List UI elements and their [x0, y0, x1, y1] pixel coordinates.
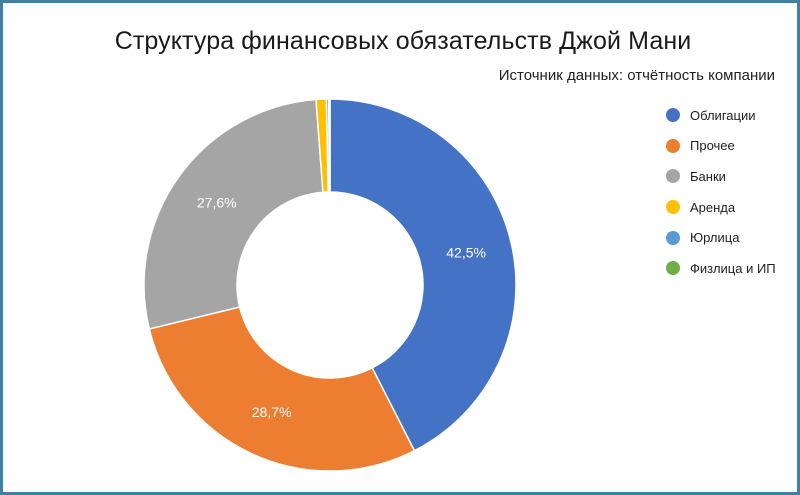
legend-swatch: [666, 138, 680, 153]
slice-3: [143, 98, 324, 330]
donut-chart: 42,5% 28,7% 27,6%: [143, 98, 517, 472]
legend-item-6: Физлица и ИП: [666, 253, 776, 284]
slice-1: [329, 98, 517, 452]
legend-swatch: [666, 261, 680, 276]
legend-item-2: Прочее: [666, 131, 776, 162]
legend-label: Банки: [690, 168, 726, 184]
legend-swatch: [666, 169, 680, 184]
legend-label: Прочее: [690, 138, 735, 154]
legend-item-1: Облигации: [666, 100, 776, 131]
legend-swatch: [666, 230, 680, 245]
legend-item-4: Аренда: [666, 192, 776, 223]
slice-6: [328, 98, 331, 193]
slice-label-2: 28,7%: [252, 404, 292, 420]
legend-label: Юрлица: [690, 230, 740, 246]
legend-label: Облигации: [690, 107, 756, 123]
legend-swatch: [666, 200, 680, 215]
chart-subtitle: Источник данных: отчётность компании: [498, 67, 775, 84]
legend-item-5: Юрлица: [666, 222, 776, 253]
legend-label: Физлица и ИП: [690, 260, 776, 276]
slice-label-1: 42,5%: [446, 244, 486, 260]
chart-legend: Облигации Прочее Банки Аренда Юрлица Физлица …: [666, 100, 776, 284]
legend-swatch: [666, 108, 680, 123]
chart-title: Структура финансовых обязательств Джой М…: [114, 27, 692, 55]
slice-label-3: 27,6%: [197, 195, 237, 211]
legend-label: Аренда: [690, 199, 736, 215]
slice-2: [148, 306, 416, 472]
legend-item-3: Банки: [666, 161, 776, 192]
